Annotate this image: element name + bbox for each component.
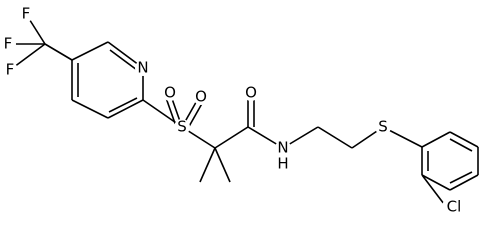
bond xyxy=(71,41,109,61)
atom-label: S xyxy=(177,118,187,136)
bond xyxy=(449,171,473,184)
bond xyxy=(109,49,138,71)
atom-label: O xyxy=(195,88,207,106)
molecule-diagram: F F F N S O O O N H S Cl xyxy=(0,4,479,217)
atom-label-backgrounds xyxy=(0,6,462,217)
atom-label: N xyxy=(277,139,288,157)
atom-label: S xyxy=(378,118,388,136)
bond xyxy=(199,147,216,183)
atom-labels: F F F N S O O O N H S Cl xyxy=(4,5,462,216)
atom-label: Cl xyxy=(447,198,462,216)
bond xyxy=(214,126,249,149)
bond xyxy=(108,97,138,113)
atom-label: F xyxy=(6,61,15,79)
bond xyxy=(421,131,451,148)
bond xyxy=(44,43,73,61)
bond xyxy=(214,147,231,183)
atom-label: O xyxy=(164,84,176,102)
atom-label: N xyxy=(137,59,148,77)
bond xyxy=(421,174,451,191)
bond xyxy=(71,99,109,119)
bond xyxy=(449,138,473,152)
bond xyxy=(317,126,353,149)
bond xyxy=(449,131,479,148)
bonds xyxy=(8,13,479,205)
atom-label: F xyxy=(22,5,31,23)
atom-label: H xyxy=(277,155,288,173)
atom-label: O xyxy=(245,84,257,102)
atom-label: F xyxy=(4,35,13,53)
bond xyxy=(421,174,445,205)
bond xyxy=(186,99,205,131)
bond xyxy=(449,174,479,191)
bond xyxy=(107,99,144,119)
